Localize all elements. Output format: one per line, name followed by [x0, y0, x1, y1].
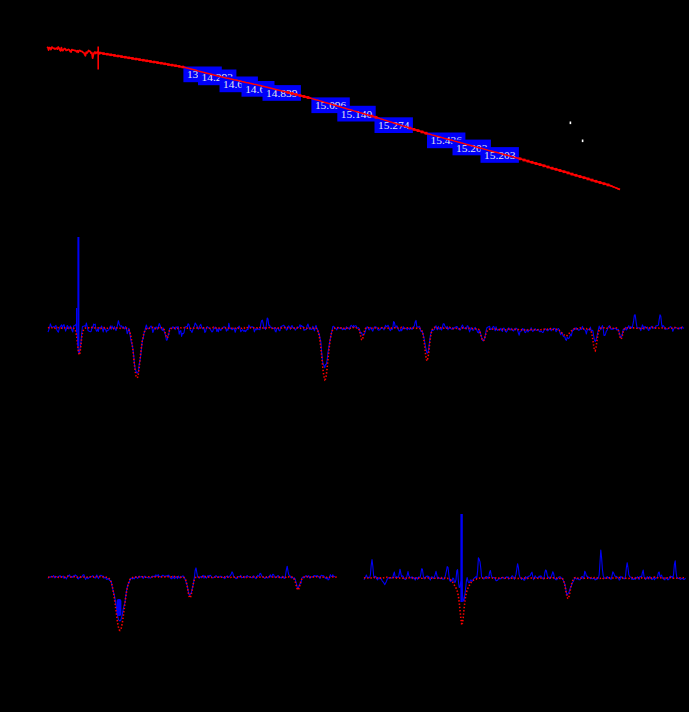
svg-text:15.274: 15.274: [378, 119, 410, 131]
svg-text:15.140: 15.140: [341, 108, 373, 120]
